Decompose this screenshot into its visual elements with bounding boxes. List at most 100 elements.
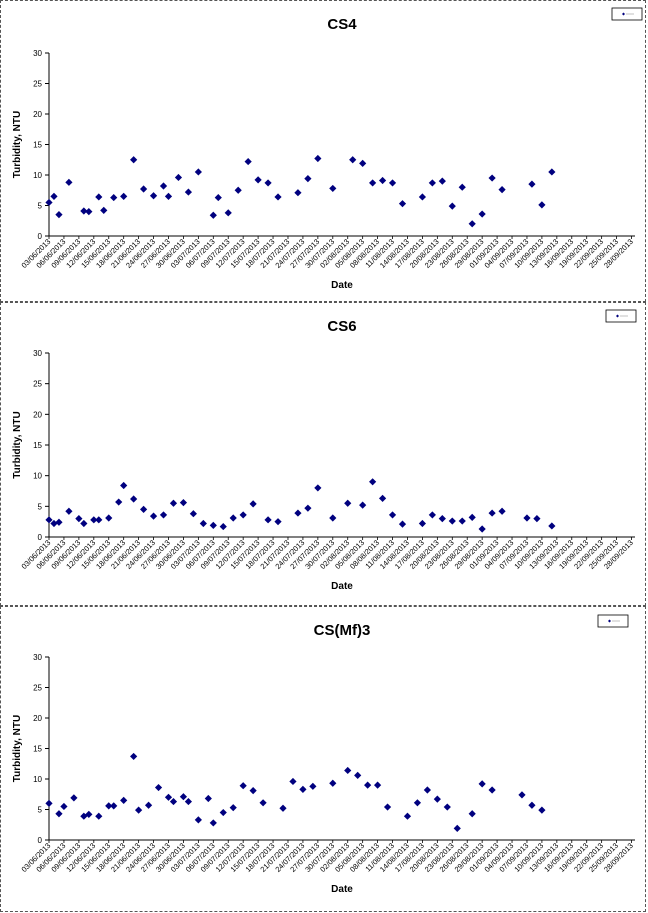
y-tick-label: 20 (33, 410, 42, 419)
data-point (149, 192, 158, 200)
data-point (75, 515, 83, 523)
y-tick-label: 0 (38, 533, 43, 542)
chart-cs6: CS605101520253003/06/201306/06/201309/06… (12, 309, 637, 592)
data-point (105, 514, 113, 522)
y-tick-label: 0 (38, 836, 43, 845)
data-point (189, 510, 197, 518)
data-point (289, 777, 297, 786)
y-tick-label: 30 (33, 349, 42, 358)
data-point (428, 511, 436, 519)
data-point (378, 176, 387, 185)
data-point (448, 517, 456, 525)
data-point (548, 522, 556, 530)
legend-marker (616, 314, 619, 318)
data-point (443, 803, 451, 811)
data-point (533, 515, 541, 523)
data-point (249, 786, 257, 795)
data-point (364, 781, 372, 789)
data-point (538, 806, 546, 814)
chart-panel-cs4: CS4 0 5 10 15 20 25 30 03/06/2013 06/06/2013 09/06… (0, 0, 646, 302)
y-tick-label: 5 (38, 202, 43, 211)
data-point (249, 500, 257, 508)
data-point (453, 824, 461, 833)
data-point (329, 184, 337, 193)
x-axis-label: Date (331, 581, 353, 592)
data-point (70, 794, 78, 802)
data-point (209, 819, 217, 827)
data-point (184, 188, 193, 196)
data-point (398, 520, 407, 528)
data-point (488, 174, 496, 182)
data-point (274, 518, 282, 526)
data-point (369, 478, 377, 486)
data-point (468, 220, 476, 228)
data-point (130, 156, 138, 164)
data-point (369, 179, 377, 187)
data-point (279, 804, 287, 812)
data-point (50, 192, 58, 200)
data-point (174, 173, 183, 182)
data-point (179, 793, 188, 801)
data-point (115, 498, 123, 506)
data-point (159, 182, 168, 190)
data-point (523, 514, 531, 522)
data-point (329, 514, 337, 522)
data-point (428, 179, 436, 187)
data-point (254, 176, 262, 184)
data-point (438, 515, 446, 523)
y-axis-label: Turbidity, NTU (12, 411, 23, 478)
data-point (329, 779, 337, 787)
legend-marker (622, 12, 625, 16)
data-point (110, 193, 118, 202)
data-point (214, 193, 222, 202)
data-point (85, 810, 93, 818)
data-point (60, 802, 68, 811)
data-point (359, 501, 367, 509)
data-point (354, 771, 362, 779)
data-point (433, 795, 441, 803)
data-point (45, 516, 53, 524)
data-point (528, 801, 536, 809)
data-point (314, 154, 322, 163)
data-point (194, 168, 202, 176)
data-point (478, 525, 486, 533)
data-point (468, 513, 476, 521)
data-point (528, 180, 536, 188)
data-point (378, 494, 387, 502)
data-point (244, 157, 252, 166)
data-point (130, 495, 138, 503)
legend (597, 614, 629, 628)
chart-csmf3: CS(Mf)305101520253003/06/201306/06/20130… (12, 614, 635, 895)
data-point (239, 782, 247, 790)
data-point (383, 803, 392, 811)
x-axis-label: Date (331, 884, 353, 895)
data-point (209, 211, 217, 219)
data-point (299, 785, 307, 793)
data-point (274, 193, 282, 201)
data-point (144, 801, 153, 809)
y-axis-label: Turbidity, NTU (12, 111, 23, 178)
y-tick-label: 30 (33, 653, 42, 662)
data-point (418, 193, 427, 201)
data-point (45, 799, 53, 807)
data-point (478, 210, 486, 218)
data-point (194, 816, 202, 824)
data-point (309, 782, 317, 790)
data-point (85, 208, 93, 216)
data-point (100, 206, 108, 214)
data-point (314, 484, 322, 492)
chart-title: CS(Mf)3 (314, 622, 371, 639)
data-point (224, 209, 232, 217)
y-tick-label: 25 (33, 80, 42, 89)
data-point (488, 509, 496, 517)
data-point (80, 519, 88, 528)
y-tick-label: 15 (33, 441, 42, 450)
data-point (90, 516, 98, 524)
data-point (548, 168, 556, 176)
data-point (110, 802, 118, 810)
legend-marker (608, 619, 611, 623)
data-point (349, 156, 357, 164)
data-point (169, 797, 178, 806)
data-point (50, 519, 58, 528)
data-point (55, 518, 63, 526)
